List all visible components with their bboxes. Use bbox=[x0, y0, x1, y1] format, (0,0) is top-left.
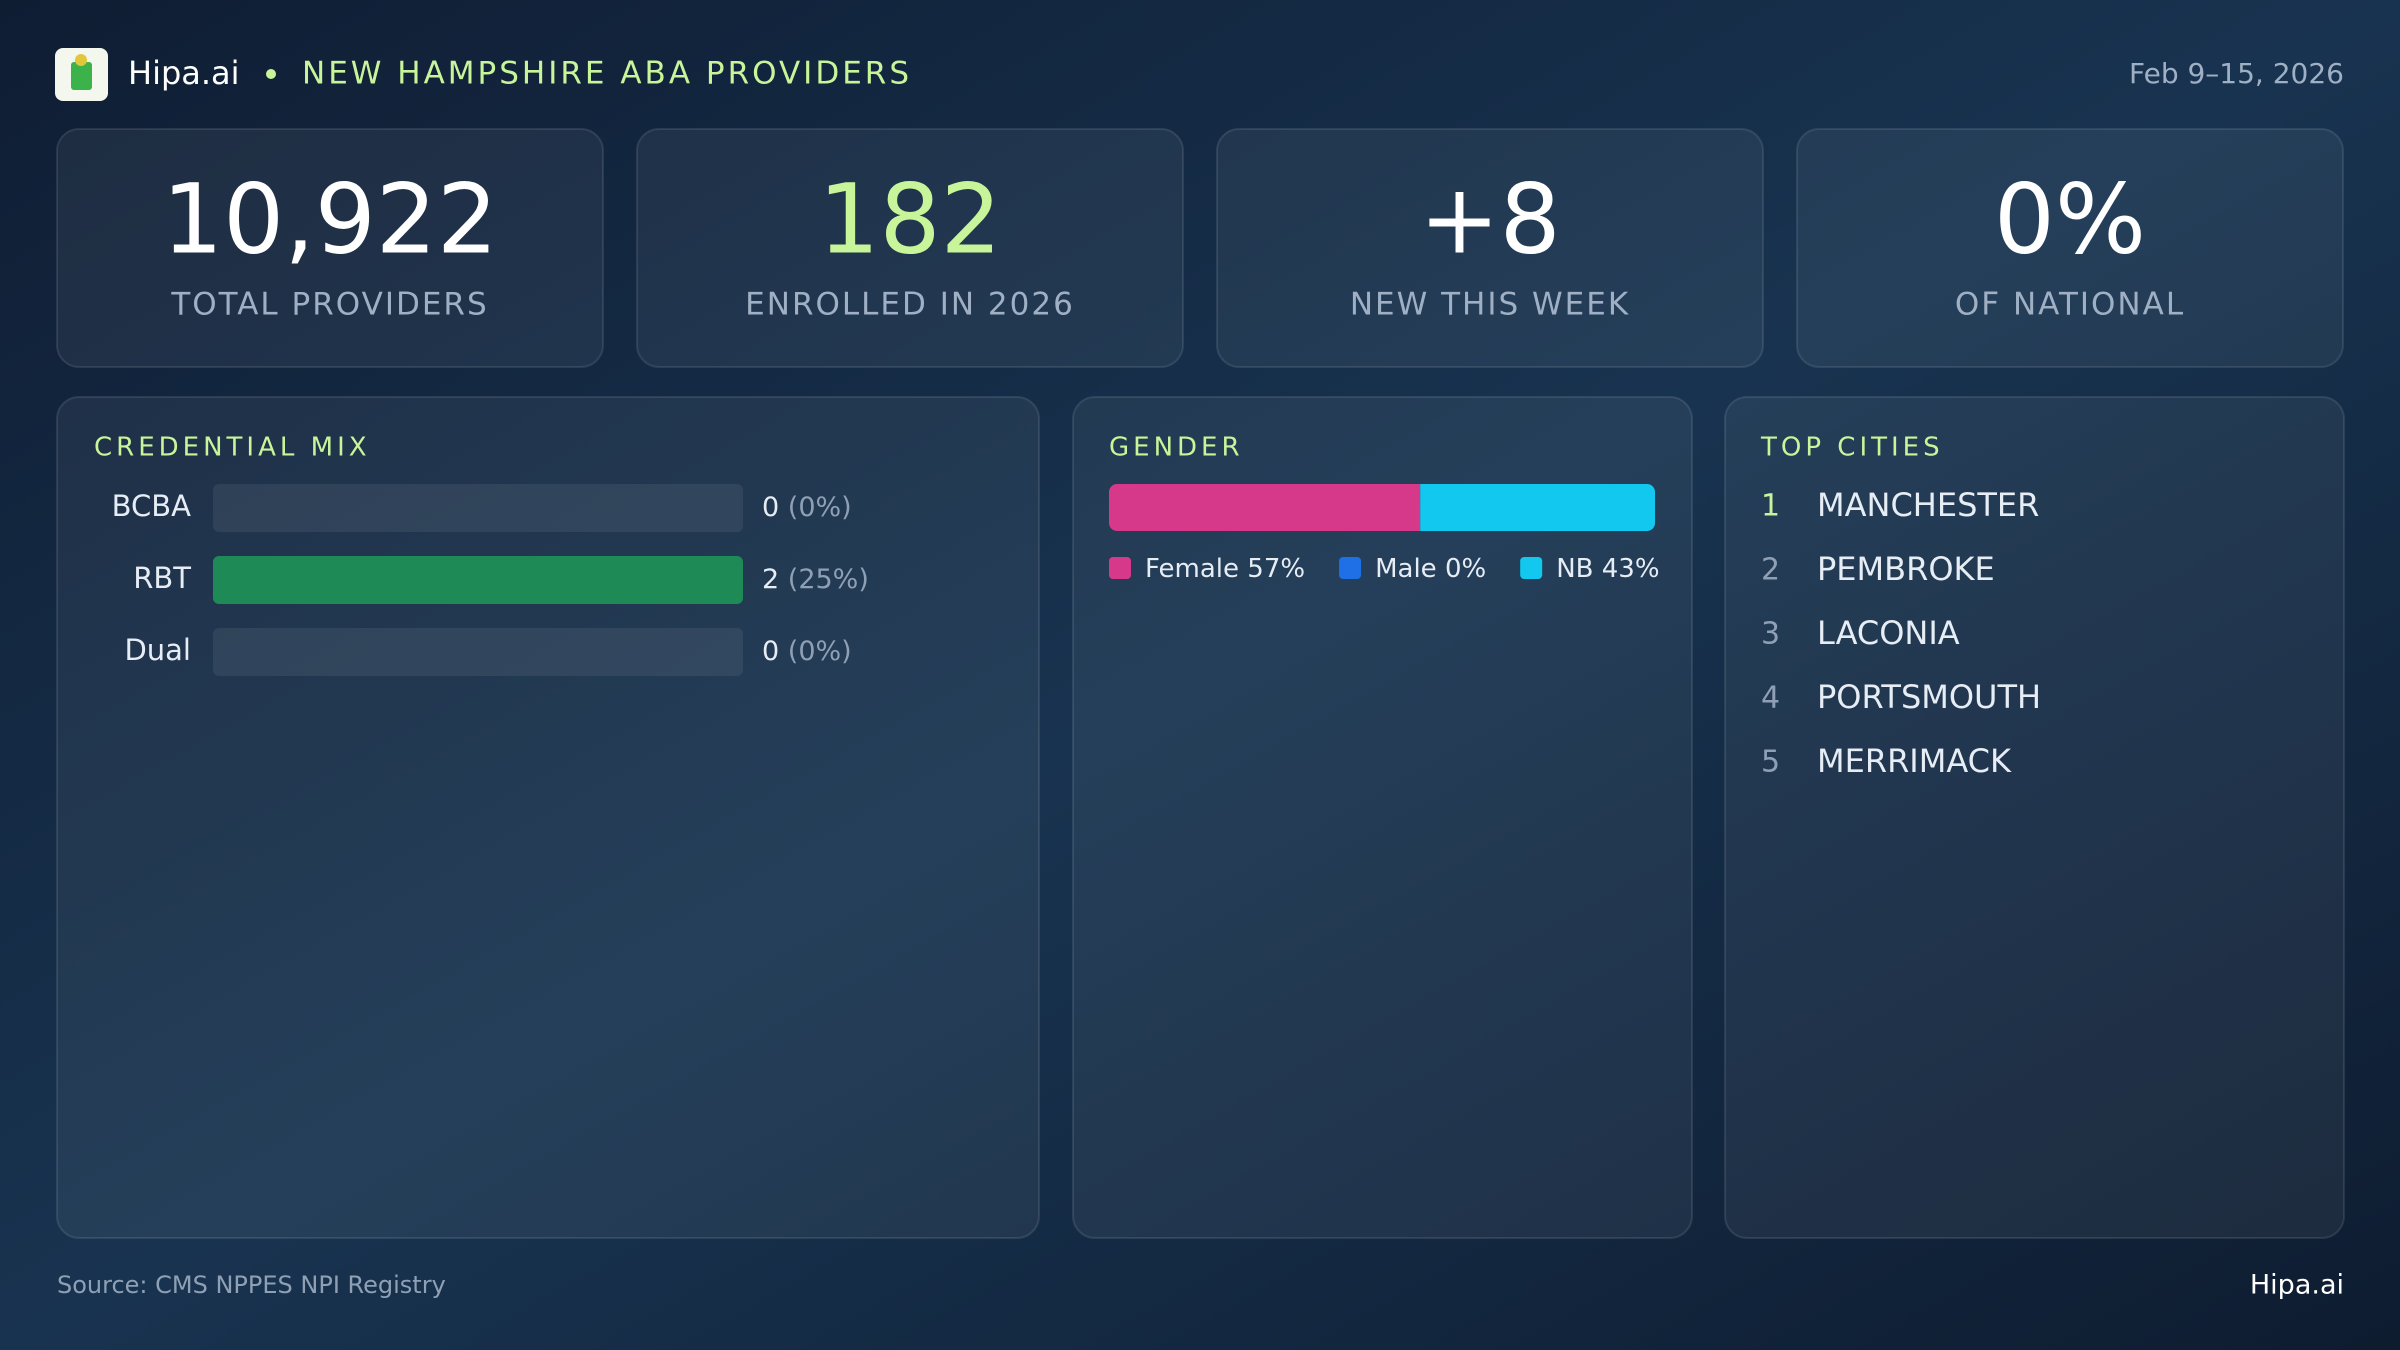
legend-name: Male bbox=[1375, 554, 1437, 584]
kpi-value: +8 bbox=[1419, 163, 1561, 275]
credential-panel bbox=[56, 396, 1040, 1239]
kpi-label: NEW THIS WEEK bbox=[1350, 287, 1630, 323]
cities-panel bbox=[1724, 396, 2345, 1239]
gender-segment bbox=[1420, 484, 1655, 531]
city-rank: 1 bbox=[1761, 489, 1780, 524]
gender-panel bbox=[1072, 396, 1693, 1239]
source: Source: CMS NPPES NPI Registry bbox=[57, 1271, 446, 1299]
bar bbox=[213, 556, 743, 604]
legend-value: 0% bbox=[1445, 554, 1486, 584]
value-label: 2 (25%) bbox=[762, 564, 869, 595]
count: 2 bbox=[762, 564, 779, 595]
bar-track bbox=[213, 628, 743, 676]
panel-title: GENDER bbox=[1109, 433, 1244, 463]
separator-dot bbox=[266, 69, 276, 79]
legend-entry: Male 0% bbox=[1375, 554, 1486, 584]
value-label: 0 (0%) bbox=[762, 492, 852, 523]
page-title: NEW HAMPSHIRE ABA PROVIDERS bbox=[302, 56, 912, 92]
city-rank: 4 bbox=[1761, 681, 1780, 716]
count: 0 bbox=[762, 636, 779, 667]
category-label: Dual bbox=[124, 633, 191, 667]
footer-brand: Hipa.ai bbox=[2250, 1270, 2344, 1301]
kpi-card bbox=[56, 128, 604, 368]
share: (25%) bbox=[788, 564, 869, 595]
kpi-value: 182 bbox=[818, 163, 1001, 275]
legend-swatch bbox=[1109, 557, 1131, 579]
city-name: PORTSMOUTH bbox=[1817, 678, 2041, 716]
category-label: BCBA bbox=[112, 489, 192, 523]
brand: Hipa.ai bbox=[128, 54, 240, 92]
share: (0%) bbox=[788, 492, 852, 523]
city-name: MANCHESTER bbox=[1817, 486, 2039, 524]
city-rank: 5 bbox=[1761, 745, 1780, 780]
legend-entry: NB 43% bbox=[1556, 554, 1659, 584]
legend-value: 57% bbox=[1247, 554, 1305, 584]
kpi-label: OF NATIONAL bbox=[1955, 287, 2185, 323]
count: 0 bbox=[762, 492, 779, 523]
category-label: RBT bbox=[133, 561, 191, 595]
kpi-value: 0% bbox=[1994, 163, 2146, 275]
city-name: PEMBROKE bbox=[1817, 550, 1995, 588]
logo-glyph bbox=[71, 62, 92, 90]
bar-track bbox=[213, 484, 743, 532]
gender-segment bbox=[1109, 484, 1421, 531]
logo-dot bbox=[75, 54, 87, 66]
kpi-card bbox=[636, 128, 1184, 368]
legend-name: Female bbox=[1145, 554, 1239, 584]
city-name: LACONIA bbox=[1817, 614, 1960, 652]
legend-entry: Female 57% bbox=[1145, 554, 1305, 584]
city-rank: 2 bbox=[1761, 553, 1780, 588]
share: (0%) bbox=[788, 636, 852, 667]
panel-title: TOP CITIES bbox=[1760, 433, 1944, 463]
kpi-card bbox=[1216, 128, 1764, 368]
kpi-label: TOTAL PROVIDERS bbox=[170, 287, 488, 323]
legend-value: 43% bbox=[1602, 554, 1660, 584]
legend-swatch bbox=[1339, 557, 1362, 579]
kpi-label: ENROLLED IN 2026 bbox=[745, 287, 1075, 323]
legend-swatch bbox=[1520, 557, 1543, 579]
legend-name: NB bbox=[1556, 554, 1593, 584]
kpi-card bbox=[1796, 128, 2344, 368]
city-name: MERRIMACK bbox=[1817, 742, 2012, 780]
kpi-value: 10,922 bbox=[162, 163, 498, 275]
city-rank: 3 bbox=[1761, 617, 1780, 652]
value-label: 0 (0%) bbox=[762, 636, 852, 667]
date-range: Feb 9–15, 2026 bbox=[2129, 57, 2344, 90]
panel-title: CREDENTIAL MIX bbox=[94, 433, 371, 463]
